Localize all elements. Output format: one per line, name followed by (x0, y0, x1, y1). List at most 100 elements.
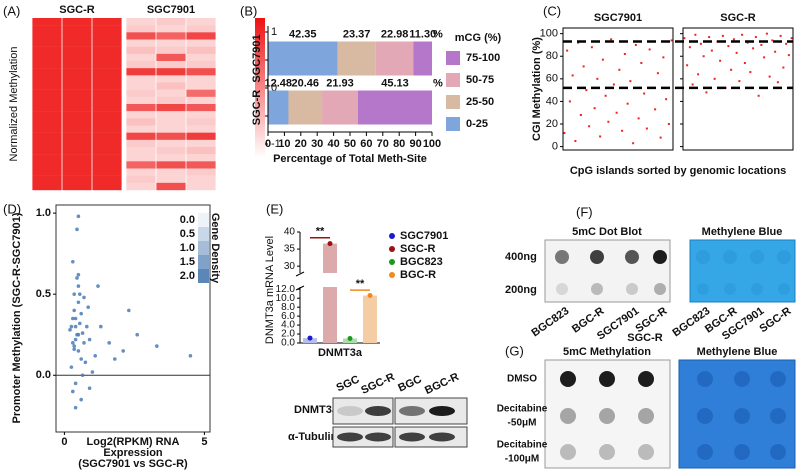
heatmap-cell (126, 125, 156, 133)
heatmap-cell (126, 168, 156, 176)
point (85, 324, 89, 329)
panel-label: (B) (240, 3, 257, 18)
point (79, 397, 83, 402)
point (648, 48, 651, 51)
heatmap-cell (62, 46, 92, 55)
y-tick-label: 0 (552, 141, 558, 153)
blot-dot (734, 371, 750, 387)
point (765, 32, 768, 35)
point (599, 135, 602, 138)
y-tick-label: 8.0 (281, 302, 295, 313)
x-axis-label: CpG islands sorted by genomic locations (570, 165, 786, 177)
bar-segment (268, 90, 289, 125)
heatmap-cell (156, 39, 186, 47)
point (782, 66, 785, 69)
point (774, 50, 777, 53)
significance-label: ** (356, 278, 365, 290)
point (76, 349, 81, 353)
blot-dot (625, 250, 639, 264)
point (604, 94, 607, 97)
panel-label: (F) (576, 204, 593, 219)
heatmap-cell (126, 96, 156, 105)
heatmap-cell (126, 82, 156, 90)
heatmap-cell (62, 53, 92, 62)
point (610, 38, 613, 41)
blot-dot (599, 444, 615, 460)
heatmap-cell (156, 75, 186, 83)
blot-dot (638, 371, 654, 387)
heatmap-cell (156, 168, 186, 176)
panel-label: (A) (3, 3, 20, 18)
point (72, 347, 76, 352)
x-tick-label: 20 (295, 138, 307, 150)
point (579, 113, 582, 116)
point (582, 65, 585, 68)
heatmap-cell (92, 53, 122, 62)
point (785, 42, 788, 45)
point (643, 92, 646, 95)
blot-dot (560, 444, 576, 460)
heatmap-cell (92, 147, 122, 155)
y-tick-label: 100 (540, 28, 558, 40)
point (82, 341, 86, 345)
heatmap-cell (62, 104, 92, 112)
point (752, 47, 755, 50)
legend-label: 1.0 (180, 242, 195, 254)
heatmap-cell (156, 125, 186, 133)
heatmap-cell (156, 18, 186, 26)
heatmap-cell (126, 139, 156, 148)
point (568, 100, 571, 103)
heatmap-cell (126, 182, 156, 191)
legend-swatch (198, 241, 209, 255)
point (593, 107, 596, 110)
point (757, 94, 760, 97)
lane-label: SGC (335, 373, 362, 394)
heatmap-cell (186, 154, 216, 162)
blot-dot (734, 408, 750, 424)
bar-segment (337, 41, 376, 76)
point (699, 42, 702, 45)
point (637, 117, 640, 120)
heatmap-cell (126, 61, 156, 69)
heatmap-cell (62, 82, 92, 90)
heatmap-cell (32, 139, 62, 148)
bar-segment (288, 90, 323, 125)
blot-title: 5mC Dot Blot (572, 226, 642, 238)
heatmap-cell (92, 118, 122, 126)
x-tick-label: 80 (393, 138, 405, 150)
heatmap-cell (32, 68, 62, 76)
data-point (327, 241, 333, 247)
point (69, 365, 74, 369)
y-tick-label: 20 (546, 118, 558, 130)
legend-label: 75-100 (466, 52, 500, 64)
significance-label: ** (316, 226, 325, 238)
heatmap-cell (126, 25, 156, 33)
point (79, 357, 83, 361)
blot-dot (590, 250, 604, 264)
point (621, 129, 624, 132)
x-tick-label: 0 (61, 436, 67, 448)
heatmap-cell (186, 61, 216, 69)
blot-title: Methylene Blue (702, 226, 783, 238)
heatmap-cell (92, 104, 122, 112)
heatmap-cell (92, 18, 122, 26)
point (623, 52, 626, 55)
x-tick-label: 0 (265, 138, 271, 150)
point (776, 81, 779, 84)
heatmap-cell (92, 68, 122, 76)
panel-label: (C) (543, 3, 561, 18)
legend-swatch (198, 255, 209, 269)
value-label: 45.13 (381, 77, 409, 89)
heatmap-cell (92, 168, 122, 176)
point (566, 49, 569, 52)
y-tick-label: 0.0 (36, 369, 51, 381)
heatmap-cell (156, 132, 186, 141)
point (571, 74, 574, 77)
blot-dot (626, 283, 638, 295)
y-tick-label: 2.0 (281, 329, 295, 340)
point (76, 332, 81, 337)
bar (323, 243, 337, 273)
heatmap-cell (32, 161, 62, 169)
heatmap-cell (126, 161, 156, 169)
blot-dot (723, 250, 737, 264)
